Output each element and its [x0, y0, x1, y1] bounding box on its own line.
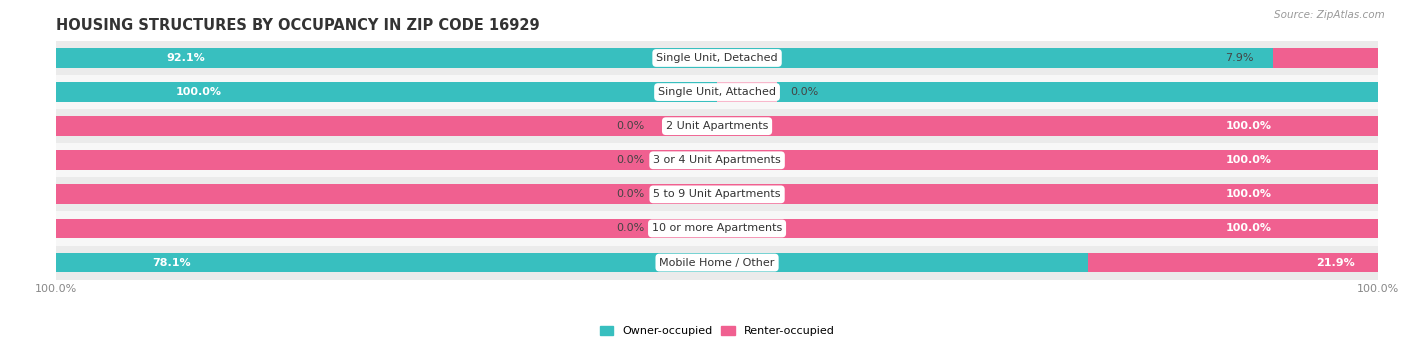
Bar [1088, 253, 1378, 272]
Text: 92.1%: 92.1% [167, 53, 205, 63]
Bar [56, 109, 1378, 143]
Bar [56, 219, 1378, 238]
Text: 10 or more Apartments: 10 or more Apartments [652, 223, 782, 234]
Bar [56, 253, 1088, 272]
Text: HOUSING STRUCTURES BY OCCUPANCY IN ZIP CODE 16929: HOUSING STRUCTURES BY OCCUPANCY IN ZIP C… [56, 18, 540, 33]
Bar [658, 116, 717, 136]
Text: 0.0%: 0.0% [616, 121, 644, 131]
Bar [56, 48, 1274, 68]
Text: Single Unit, Detached: Single Unit, Detached [657, 53, 778, 63]
Legend: Owner-occupied, Renter-occupied: Owner-occupied, Renter-occupied [595, 322, 839, 341]
Text: 78.1%: 78.1% [152, 257, 191, 268]
Bar [56, 116, 1378, 136]
Bar [56, 75, 1378, 109]
Text: 21.9%: 21.9% [1316, 257, 1355, 268]
Text: 2 Unit Apartments: 2 Unit Apartments [666, 121, 768, 131]
Bar [56, 211, 1378, 246]
Bar [56, 177, 1378, 211]
Text: Single Unit, Attached: Single Unit, Attached [658, 87, 776, 97]
Bar [658, 150, 717, 170]
Text: 3 or 4 Unit Apartments: 3 or 4 Unit Apartments [654, 155, 780, 165]
Bar [717, 82, 776, 102]
Text: 100.0%: 100.0% [1226, 155, 1272, 165]
Bar [658, 219, 717, 238]
Text: 5 to 9 Unit Apartments: 5 to 9 Unit Apartments [654, 189, 780, 199]
Text: 0.0%: 0.0% [616, 155, 644, 165]
Text: Mobile Home / Other: Mobile Home / Other [659, 257, 775, 268]
Text: 7.9%: 7.9% [1225, 53, 1254, 63]
Text: 100.0%: 100.0% [176, 87, 221, 97]
Bar [56, 150, 1378, 170]
Text: 100.0%: 100.0% [1226, 121, 1272, 131]
Bar [56, 82, 1378, 102]
Text: 100.0%: 100.0% [1226, 189, 1272, 199]
Text: Source: ZipAtlas.com: Source: ZipAtlas.com [1274, 10, 1385, 20]
Bar [56, 143, 1378, 177]
Bar [56, 184, 1378, 204]
Text: 0.0%: 0.0% [616, 189, 644, 199]
Bar [658, 184, 717, 204]
Bar [1274, 48, 1378, 68]
Text: 0.0%: 0.0% [790, 87, 818, 97]
Text: 100.0%: 100.0% [1226, 223, 1272, 234]
Bar [56, 41, 1378, 75]
Text: 0.0%: 0.0% [616, 223, 644, 234]
Bar [56, 246, 1378, 280]
